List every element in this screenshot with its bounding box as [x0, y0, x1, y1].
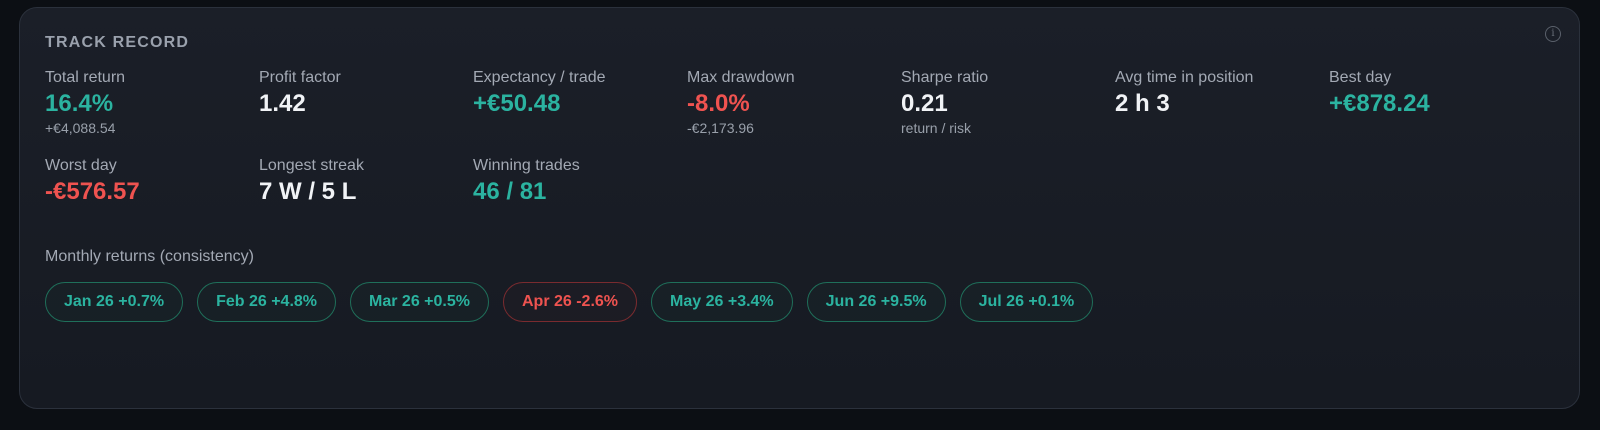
- monthly-returns-list: Jan 26 +0.7% Feb 26 +4.8% Mar 26 +0.5% A…: [45, 282, 1094, 322]
- stat-worst-day: Worst day -€576.57: [45, 156, 255, 207]
- stat-label: Worst day: [45, 157, 117, 174]
- stat-expectancy: Expectancy / trade +€50.48: [473, 68, 683, 119]
- stat-sharpe-ratio: Sharpe ratio 0.21 return / risk: [901, 68, 1111, 137]
- stat-value: 16.4%: [45, 90, 114, 117]
- info-icon[interactable]: i: [1545, 26, 1561, 42]
- stat-label: Sharpe ratio: [901, 69, 989, 86]
- stat-sub: return / risk: [901, 120, 972, 136]
- month-pill-jul[interactable]: Jul 26 +0.1%: [959, 282, 1094, 322]
- stat-longest-streak: Longest streak 7 W / 5 L: [259, 156, 469, 207]
- stat-label: Best day: [1329, 69, 1392, 86]
- track-record-card: i TRACK RECORD Total return 16.4% +€4,08…: [19, 7, 1580, 409]
- stat-value: 1.42: [259, 90, 306, 117]
- stat-label: Total return: [45, 69, 126, 86]
- month-pill-jan[interactable]: Jan 26 +0.7%: [45, 282, 184, 322]
- stat-value: 2 h 3: [1115, 90, 1170, 117]
- stat-value: -8.0%: [687, 90, 750, 117]
- stat-value: 7 W / 5 L: [259, 178, 357, 205]
- stat-value: 0.21: [901, 90, 948, 117]
- month-pill-feb[interactable]: Feb 26 +4.8%: [197, 282, 337, 322]
- stat-label: Longest streak: [259, 157, 364, 174]
- stat-value: +€50.48: [473, 90, 561, 117]
- card-title: TRACK RECORD: [45, 34, 190, 51]
- stat-value: 46 / 81: [473, 178, 547, 205]
- month-pill-mar[interactable]: Mar 26 +0.5%: [350, 282, 489, 322]
- stat-value: -€576.57: [45, 178, 140, 205]
- stat-best-day: Best day +€878.24: [1329, 68, 1539, 119]
- month-pill-may[interactable]: May 26 +3.4%: [651, 282, 793, 322]
- stat-avg-time-in-position: Avg time in position 2 h 3: [1115, 68, 1325, 119]
- stat-sub: +€4,088.54: [45, 120, 116, 136]
- stat-label: Expectancy / trade: [473, 69, 606, 86]
- stat-label: Avg time in position: [1115, 69, 1254, 86]
- stat-profit-factor: Profit factor 1.42: [259, 68, 469, 119]
- month-pill-jun[interactable]: Jun 26 +9.5%: [806, 282, 946, 322]
- stat-total-return: Total return 16.4% +€4,088.54: [45, 68, 255, 137]
- stat-label: Profit factor: [259, 69, 341, 86]
- month-pill-apr[interactable]: Apr 26 -2.6%: [502, 282, 638, 322]
- monthly-returns-label: Monthly returns (consistency): [45, 248, 254, 265]
- stat-label: Max drawdown: [687, 69, 795, 86]
- stat-value: +€878.24: [1329, 90, 1430, 117]
- stat-max-drawdown: Max drawdown -8.0% -€2,173.96: [687, 68, 897, 137]
- stat-sub: -€2,173.96: [687, 120, 754, 136]
- stat-winning-trades: Winning trades 46 / 81: [473, 156, 683, 207]
- stat-label: Winning trades: [473, 157, 580, 174]
